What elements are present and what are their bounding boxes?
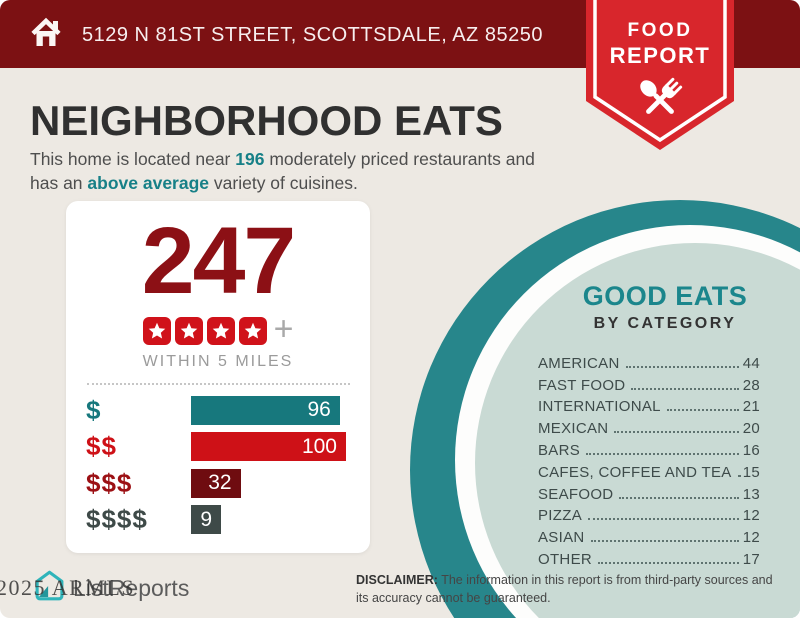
price-bar-row: $$$ 32 <box>86 465 370 502</box>
category-label: CAFES, COFFEE AND TEA <box>538 463 732 481</box>
category-count: 16 <box>742 441 760 459</box>
price-tier-label: $$$$ <box>86 504 148 535</box>
category-count: 12 <box>742 507 760 525</box>
category-label: SEAFOOD <box>538 485 614 503</box>
category-label: ASIAN <box>538 529 585 547</box>
home-icon <box>26 12 66 57</box>
category-label: BARS <box>538 441 581 459</box>
price-bar-row: $$ 100 <box>86 429 370 466</box>
price-tier-bar: 9 <box>191 505 221 535</box>
badge-title: FOOD REPORT <box>586 20 734 69</box>
dotted-leader <box>586 452 739 455</box>
dotted-leader <box>588 518 739 521</box>
dotted-leader <box>737 474 739 477</box>
disclaimer-text: The information in this report is from t… <box>356 573 773 605</box>
intro-highlight: above average <box>87 173 210 194</box>
rating-row: + <box>66 310 370 349</box>
category-label: AMERICAN <box>538 354 620 372</box>
radius-label: WITHIN 5 MILES <box>142 353 294 371</box>
plus-sign: + <box>273 310 294 349</box>
intro-part2: moderately priced restaurants and has an <box>30 149 535 194</box>
category-count: 44 <box>742 354 760 372</box>
price-bar-row: $$$$ 9 <box>86 502 370 539</box>
total-restaurants-count: 247 <box>141 208 297 314</box>
category-count: 21 <box>742 398 760 416</box>
category-row: ASIAN 12 <box>538 524 760 546</box>
dotted-leader <box>590 540 739 543</box>
dotted-leader <box>619 496 739 499</box>
badge-line2: REPORT <box>609 43 711 68</box>
category-row: FAST FOOD 28 <box>538 372 760 394</box>
utensils-crossed-icon <box>632 72 688 133</box>
restaurant-count: 196 <box>235 149 265 169</box>
intro-part3: variety of cuisines. <box>213 173 358 194</box>
category-list: AMERICAN 44 FAST FOOD 28 INTERNATIONAL 21 MEXI… <box>538 350 760 568</box>
price-bar-chart: $96 $$ 100 $$$ 32 $$$$ 9 <box>66 392 370 538</box>
disclaimer-label: DISCLAIMER: <box>356 573 438 587</box>
disclaimer: DISCLAIMER: The information in this repo… <box>356 572 782 607</box>
food-report-badge: FOOD REPORT <box>586 0 734 152</box>
category-label: OTHER <box>538 550 592 568</box>
dotted-leader <box>631 387 739 390</box>
category-label: FAST FOOD <box>538 376 626 394</box>
badge-line1: FOOD <box>627 20 693 41</box>
star-icon <box>174 316 203 345</box>
summary-card: 247 + WITHIN 5 MILES $96 $$ 100 $$$ 32 $$$$ 9 <box>66 201 370 553</box>
listreports-wordmark: ListReports <box>73 574 190 601</box>
watermark: 2025 ARMLS <box>0 575 136 600</box>
category-count: 20 <box>742 420 760 438</box>
star-icon <box>142 316 171 345</box>
price-tier-label: $$ <box>86 431 117 462</box>
category-label: MEXICAN <box>538 420 609 438</box>
good-eats-subtitle: BY CATEGORY <box>593 315 737 332</box>
category-row: CAFES, COFFEE AND TEA 15 <box>538 459 760 481</box>
category-row: MEXICAN 20 <box>538 415 760 437</box>
category-row: AMERICAN 44 <box>538 350 760 372</box>
category-row: INTERNATIONAL 21 <box>538 394 760 416</box>
category-count: 17 <box>742 550 760 568</box>
category-count: 12 <box>742 529 760 547</box>
price-tier-bar: 100 <box>191 432 346 462</box>
dotted-divider <box>87 383 350 386</box>
dotted-leader <box>598 561 739 564</box>
price-tier-bar: 32 <box>191 468 241 498</box>
property-address: 5129 N 81ST STREET, SCOTTSDALE, AZ 85250 <box>82 23 543 46</box>
badge-ribbon-shape <box>586 0 734 150</box>
price-bar-row: $96 <box>86 392 370 429</box>
category-row: PIZZA 12 <box>538 503 760 525</box>
star-icon <box>206 316 235 345</box>
good-eats-heading: GOOD EATS BY CATEGORY <box>520 281 800 333</box>
category-row: SEAFOOD 13 <box>538 481 760 503</box>
price-tier-label: $ <box>86 394 102 425</box>
category-count: 13 <box>742 485 760 503</box>
star-rating <box>142 316 267 345</box>
star-icon <box>238 316 267 345</box>
price-tier-label: $$$ <box>86 467 133 498</box>
dotted-leader <box>625 365 739 368</box>
dotted-leader <box>614 431 739 434</box>
category-label: INTERNATIONAL <box>538 398 661 416</box>
category-row: OTHER 17 <box>538 546 760 568</box>
intro-text: This home is located near 196 moderately… <box>30 147 558 195</box>
listreports-logo: ListReports <box>33 569 189 607</box>
category-row: BARS 16 <box>538 437 760 459</box>
intro-part1: This home is located near <box>30 149 231 169</box>
category-count: 15 <box>742 463 760 481</box>
dotted-leader <box>666 409 739 412</box>
category-label: PIZZA <box>538 507 583 525</box>
category-count: 28 <box>742 376 760 394</box>
listreports-house-icon <box>33 569 66 607</box>
price-tier-bar: 96 <box>191 395 340 425</box>
page-title: NEIGHBORHOOD EATS <box>30 97 503 144</box>
good-eats-title: GOOD EATS <box>582 281 748 311</box>
